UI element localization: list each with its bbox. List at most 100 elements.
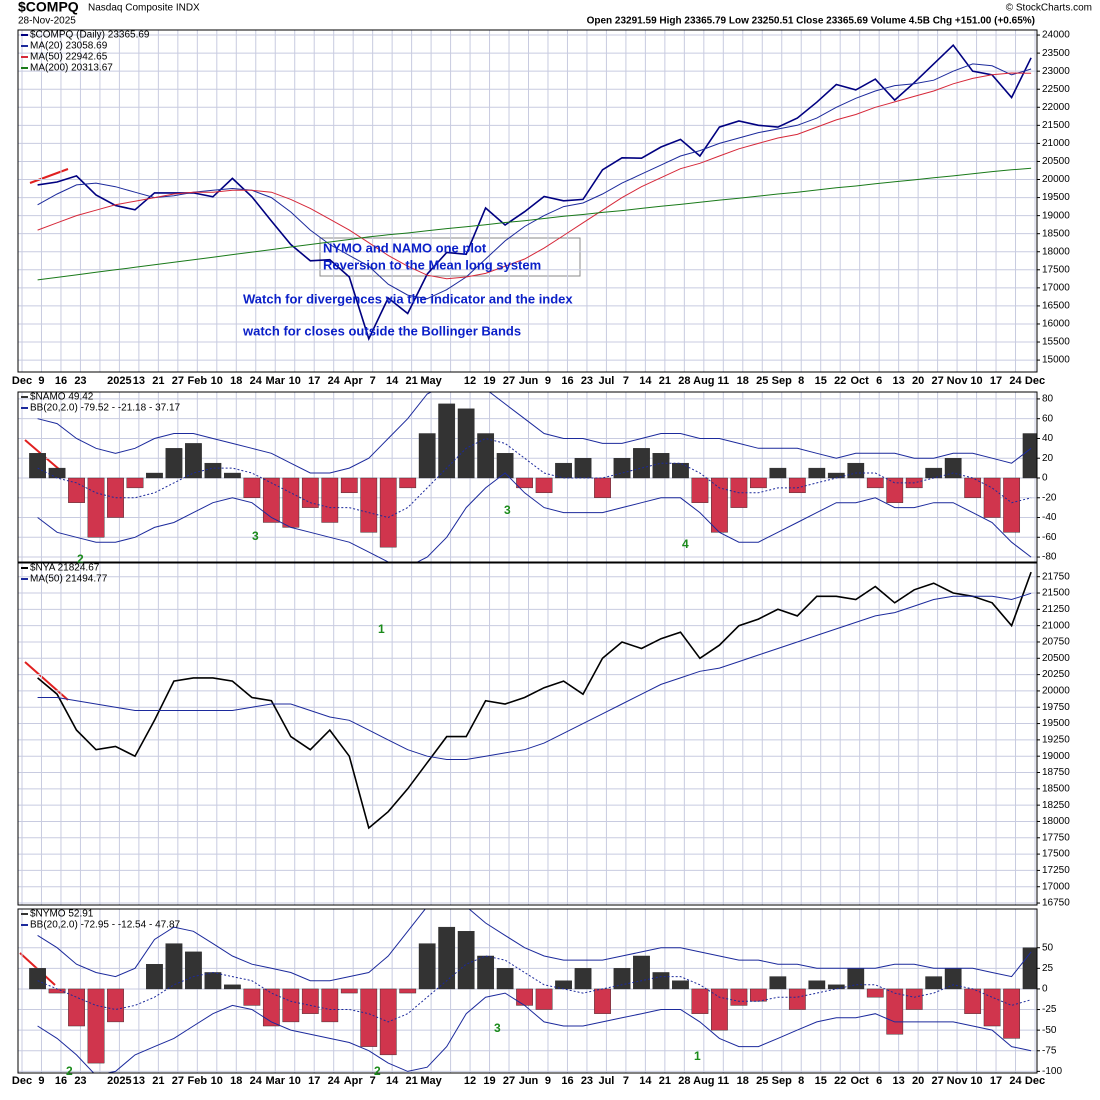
- annotation: Watch for divergences via the indicator …: [243, 291, 573, 306]
- bar: [301, 988, 319, 1014]
- bar: [68, 988, 85, 1027]
- quote: Open 23291.59 High 23365.79 Low 23250.51…: [587, 16, 1035, 27]
- bar: [48, 467, 66, 479]
- bar: [983, 988, 1001, 1027]
- x-tick-label: 25: [756, 375, 768, 387]
- series-line: [37, 392, 1032, 474]
- x-tick-label: Apr: [344, 375, 364, 387]
- y-tick-label: 16000: [1042, 319, 1070, 330]
- legend-label: MA(50) 22942.65: [30, 52, 108, 63]
- bar: [905, 988, 923, 1010]
- y-tick-label: 22000: [1042, 102, 1070, 113]
- y-tick-label: 21500: [1042, 120, 1070, 131]
- y-tick-label: 20500: [1042, 653, 1070, 664]
- x-tick-label: 15: [815, 375, 827, 387]
- bar: [224, 472, 241, 479]
- bar: [711, 988, 728, 1031]
- series-line: [37, 571, 1032, 830]
- bar: [457, 408, 475, 479]
- bar: [730, 988, 748, 1006]
- x-tick-label: 16: [55, 1075, 67, 1087]
- bar: [399, 477, 417, 489]
- y-tick-label: 23500: [1042, 48, 1070, 59]
- y-tick-label: 19750: [1042, 702, 1070, 713]
- bar: [146, 472, 163, 479]
- bar: [808, 467, 826, 479]
- x-tick-label: 18: [230, 375, 242, 387]
- bar: [769, 976, 787, 990]
- bar: [68, 477, 85, 503]
- trend-line: [29, 168, 69, 184]
- bar: [535, 477, 553, 494]
- y-tick-label: 25: [1042, 963, 1054, 974]
- bar: [204, 972, 222, 990]
- y-tick-label: -20: [1042, 492, 1057, 503]
- annotation: 2: [77, 552, 84, 566]
- x-tick-label: 6: [876, 375, 882, 387]
- annotation: Reversion to the Mean long system: [323, 257, 541, 272]
- y-tick-label: 17250: [1042, 865, 1070, 876]
- bar: [574, 458, 592, 479]
- legend-label: $NYMO 52.91: [30, 909, 94, 920]
- x-tick-label: 7: [370, 1075, 376, 1087]
- panel: [18, 563, 1037, 905]
- bar: [243, 988, 261, 1006]
- x-tick-label: Nov: [947, 375, 969, 387]
- bar: [126, 477, 144, 489]
- date: 28-Nov-2025: [18, 16, 76, 27]
- bar: [788, 988, 806, 1010]
- x-tick-label: Mar: [265, 1075, 285, 1087]
- y-tick-label: -40: [1042, 512, 1057, 523]
- bar: [340, 477, 358, 494]
- x-tick-label: 10: [211, 1075, 223, 1087]
- bar: [925, 467, 943, 479]
- bar: [672, 462, 689, 479]
- y-tick-label: 17750: [1042, 832, 1070, 843]
- y-tick-label: -25: [1042, 1004, 1057, 1015]
- x-tick-label: 11: [717, 1075, 729, 1087]
- bar: [146, 964, 163, 990]
- y-tick-label: 20: [1042, 453, 1054, 464]
- bar: [1003, 988, 1021, 1039]
- bar: [321, 477, 339, 523]
- series-line: [37, 472, 1032, 562]
- x-tick-label: 27: [931, 375, 943, 387]
- x-tick-label: 9: [545, 375, 551, 387]
- x-tick-label: Aug: [693, 375, 714, 387]
- bar: [224, 984, 241, 990]
- x-tick-label: Dec: [12, 1075, 32, 1087]
- x-tick-label: 13: [893, 375, 905, 387]
- bar: [633, 448, 650, 479]
- x-tick-label: 16: [561, 1075, 573, 1087]
- bar: [594, 988, 611, 1014]
- bar: [321, 988, 339, 1023]
- x-tick-label: Sep: [772, 1075, 792, 1087]
- x-tick-label: 14: [639, 1075, 652, 1087]
- x-tick-label: 9: [545, 1075, 551, 1087]
- series-line: [37, 63, 1032, 300]
- bar: [399, 988, 417, 994]
- x-tick-label: 7: [623, 1075, 629, 1087]
- x-tick-label: 19: [483, 1075, 495, 1087]
- bar: [672, 980, 689, 990]
- x-tick-label: 7: [623, 375, 629, 387]
- bar: [866, 988, 884, 998]
- x-tick-label: 2025: [107, 375, 131, 387]
- x-tick-label: 24: [328, 375, 341, 387]
- x-tick-label: 27: [931, 1075, 943, 1087]
- bar: [262, 988, 280, 1027]
- y-tick-label: 19000: [1042, 751, 1070, 762]
- y-tick-label: 23000: [1042, 66, 1070, 77]
- bar: [477, 433, 495, 479]
- x-tick-label: 24: [1009, 1075, 1022, 1087]
- bar: [866, 477, 884, 489]
- bar: [886, 988, 904, 1035]
- bar: [788, 477, 806, 494]
- x-tick-label: Jul: [598, 375, 614, 387]
- bar: [711, 477, 728, 533]
- annotation: 3: [252, 529, 259, 543]
- panel: [18, 30, 1037, 372]
- bar: [613, 458, 631, 479]
- x-tick-label: 23: [74, 375, 86, 387]
